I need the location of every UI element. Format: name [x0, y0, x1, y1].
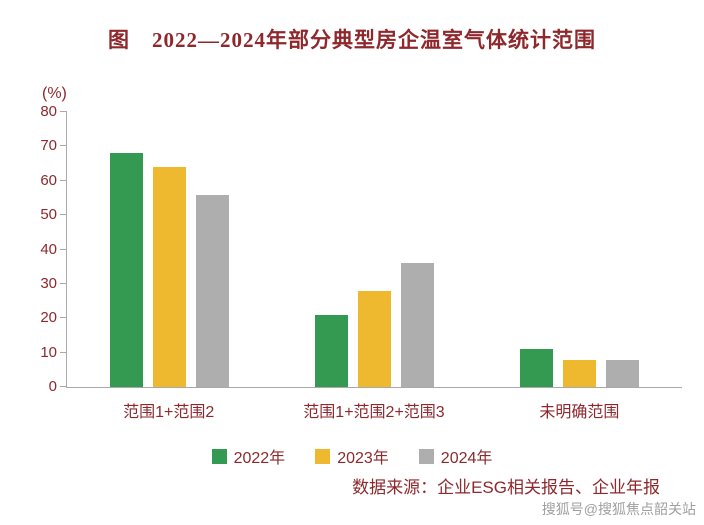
bar-group — [315, 112, 434, 387]
bar-2024年-范围1+范围2+范围3 — [401, 263, 434, 387]
bar-group — [110, 112, 229, 387]
y-tick-mark — [60, 282, 67, 284]
y-tick-mark — [60, 248, 67, 250]
bar-2024年-未明确范围 — [606, 359, 639, 387]
source-note: 数据来源：企业ESG相关报告、企业年报 — [352, 478, 660, 497]
legend-label: 2024年 — [440, 450, 493, 467]
bar-2023年-范围1+范围2 — [153, 167, 186, 387]
y-tick-mark — [60, 179, 67, 181]
y-axis-unit-label: (%) — [42, 85, 67, 102]
x-axis-category-label: 范围1+范围2+范围3 — [303, 404, 445, 421]
legend: 2022年 2023年 2024年 — [0, 444, 704, 468]
legend-swatch-icon — [418, 448, 434, 464]
y-tick-label: 80 — [40, 103, 57, 120]
legend-item-2023年: 2023年 — [315, 444, 389, 468]
plot-area: 0 10 20 30 40 50 60 70 80 — [40, 103, 682, 395]
bar-2022年-未明确范围 — [520, 349, 553, 387]
legend-label: 2022年 — [233, 450, 286, 467]
legend-label: 2023年 — [337, 450, 389, 467]
y-tick-mark — [60, 351, 67, 353]
x-axis-category-label: 范围1+范围2 — [123, 404, 215, 421]
y-tick-mark — [60, 317, 67, 319]
bar-2023年-未明确范围 — [563, 359, 596, 387]
y-tick-label: 70 — [40, 137, 57, 155]
legend-swatch-icon — [315, 448, 331, 464]
bar-2024年-范围1+范围2 — [196, 194, 229, 387]
bar-2023年-范围1+范围2+范围3 — [358, 290, 391, 387]
watermark: 搜狐号@搜狐焦点韶关站 — [541, 501, 696, 517]
y-tick-mark — [60, 145, 67, 147]
y-tick-mark — [60, 214, 67, 216]
legend-swatch-icon — [211, 448, 227, 464]
bar-group — [520, 112, 639, 387]
bar-2022年-范围1+范围2+范围3 — [315, 314, 348, 387]
y-tick-label: 40 — [40, 240, 57, 258]
x-axis-labels: 范围1+范围2 范围1+范围2+范围3 未明确范围 — [66, 398, 682, 422]
y-tick-mark — [60, 386, 67, 387]
y-tick-label: 30 — [40, 274, 57, 292]
y-tick-mark — [60, 111, 67, 112]
y-tick-label: 10 — [40, 343, 57, 361]
y-tick-label: 0 — [48, 378, 57, 395]
y-tick-label: 50 — [40, 206, 57, 224]
chart-title: 图 2022—2024年部分典型房企温室气体统计范围 — [108, 28, 596, 52]
bar-2022年-范围1+范围2 — [110, 153, 143, 387]
x-axis-category-label: 未明确范围 — [539, 404, 620, 421]
legend-item-2024年: 2024年 — [418, 444, 493, 468]
y-tick-label: 60 — [40, 171, 57, 189]
legend-item-2022年: 2022年 — [211, 444, 286, 468]
y-tick-label: 20 — [40, 309, 57, 327]
